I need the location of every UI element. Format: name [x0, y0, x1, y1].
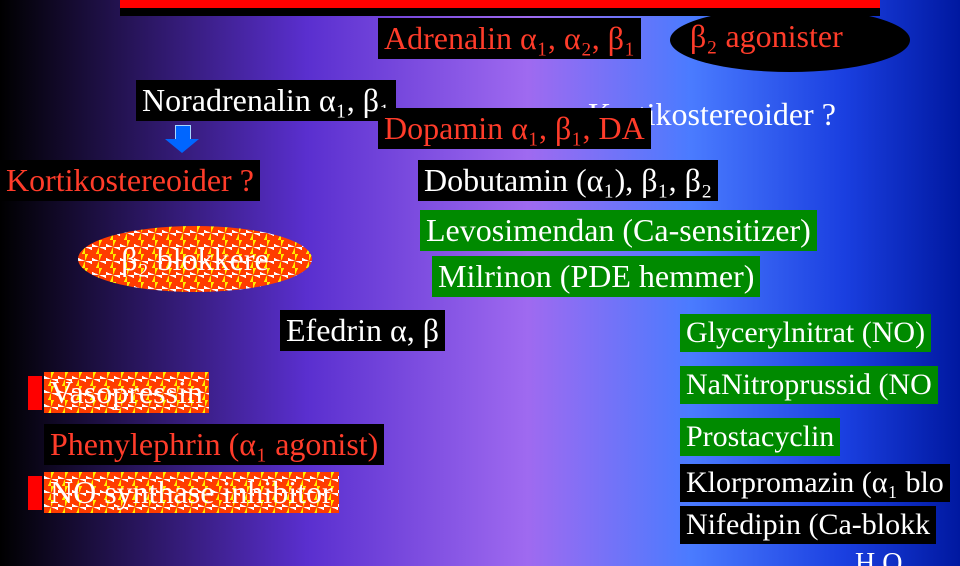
text-dopamin: Dopamin α₁, β₁, DA: [378, 108, 651, 149]
label-efedrin: Efedrin α, β: [280, 310, 445, 351]
label-nanitroprussid: NaNitroprussid (NO: [680, 366, 938, 404]
text-noradrenalin: Noradrenalin α₁, β₁: [136, 80, 396, 121]
label-no-synthase: NO synthase inhibitor: [44, 472, 339, 513]
text-nanitroprussid: NaNitroprussid (NO: [680, 366, 938, 404]
redbar-vasopressin: [28, 376, 42, 410]
label-beta2-agonister: β₂ agonister: [690, 18, 843, 55]
text-phenylephrin: Phenylephrin (α₁ agonist): [44, 424, 384, 465]
label-dobutamin: Dobutamin (α₁), β₁, β₂: [418, 160, 718, 201]
label-noradrenalin: Noradrenalin α₁, β₁: [136, 80, 396, 121]
text-prostacyclin: Prostacyclin: [680, 418, 840, 456]
label-prostacyclin: Prostacyclin: [680, 418, 840, 456]
arrow-down-icon: [165, 125, 199, 153]
label-nifedipin: Nifedipin (Ca-blokk: [680, 506, 936, 544]
slide-canvas: Noradrenalin α₁, β₁ Adrenalin α₁, α₂, β₁…: [0, 0, 960, 566]
label-kortiko-left: Kortikostereoider ?: [0, 160, 260, 201]
text-efedrin: Efedrin α, β: [280, 310, 445, 351]
text-milrinon: Milrinon (PDE hemmer): [432, 256, 760, 297]
text-adrenalin: Adrenalin α₁, α₂, β₁: [378, 18, 641, 59]
text-beta2-blokkere: β₂ blokkere: [121, 241, 268, 277]
label-dopamin: Dopamin α₁, β₁, DA: [378, 108, 651, 149]
text-glycerylnitrat: Glycerylnitrat (NO): [680, 314, 931, 352]
text-vasopressin: Vasopressin: [44, 372, 209, 413]
label-beta2-blokkere: β₂ blokkere: [78, 226, 312, 292]
text-h2o-fragment: H O: [855, 548, 902, 566]
label-h2o-fragment: H O: [855, 548, 902, 566]
label-levosimendan: Levosimendan (Ca-sensitizer): [420, 210, 817, 251]
text-dobutamin: Dobutamin (α₁), β₁, β₂: [418, 160, 718, 201]
text-levosimendan: Levosimendan (Ca-sensitizer): [420, 210, 817, 251]
text-klorpromazin: Klorpromazin (α₁ blo: [680, 464, 950, 502]
redbar-no-synthase: [28, 476, 42, 510]
label-klorpromazin: Klorpromazin (α₁ blo: [680, 464, 950, 502]
text-no-synthase: NO synthase inhibitor: [44, 472, 339, 513]
label-milrinon: Milrinon (PDE hemmer): [432, 256, 760, 297]
label-vasopressin: Vasopressin: [44, 372, 209, 413]
text-beta2-agonister: β₂ agonister: [690, 18, 843, 54]
label-glycerylnitrat: Glycerylnitrat (NO): [680, 314, 931, 352]
label-phenylephrin: Phenylephrin (α₁ agonist): [44, 424, 384, 465]
text-kortiko-left: Kortikostereoider ?: [0, 160, 260, 201]
label-adrenalin: Adrenalin α₁, α₂, β₁: [378, 18, 641, 59]
text-nifedipin: Nifedipin (Ca-blokk: [680, 506, 936, 544]
